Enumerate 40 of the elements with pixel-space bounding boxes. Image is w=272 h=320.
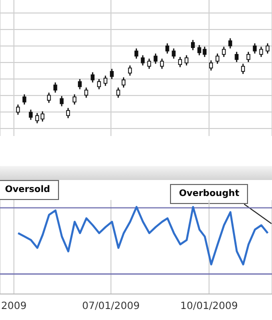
candlestick: [116, 86, 120, 98]
candlestick: [160, 58, 164, 70]
candlestick: [97, 78, 101, 90]
text: Overbought: [170, 184, 248, 204]
x-tick-label: 2009: [1, 301, 27, 312]
candlestick: [165, 42, 170, 54]
candlestick: [128, 64, 132, 76]
candlestick: [16, 104, 20, 116]
candlestick: [122, 76, 126, 88]
candlestick: [90, 72, 95, 84]
candlestick: [154, 52, 158, 64]
candlestick: [228, 38, 232, 50]
candlestick: [184, 54, 188, 66]
candlestick: [252, 42, 257, 54]
x-tick-label: 07/01/2009: [82, 301, 140, 312]
candlestick: [209, 60, 213, 72]
candlestick: [66, 107, 70, 119]
candlestick: [191, 39, 195, 51]
candlestick: [234, 51, 239, 63]
candlestick: [246, 51, 250, 63]
candlestick: [222, 46, 226, 58]
candlestick: [72, 94, 76, 106]
candlestick: [53, 82, 58, 94]
candlestick: [259, 46, 264, 58]
candlestick: [84, 86, 88, 98]
candlestick: [134, 48, 138, 60]
candlestick: [60, 95, 64, 107]
candlestick: [47, 92, 51, 104]
candlestick: [78, 78, 82, 90]
candlestick: [104, 75, 108, 86]
text: Oversold: [0, 180, 60, 200]
candlestick: [216, 52, 220, 64]
candlestick: [22, 94, 26, 106]
candlestick: [241, 63, 245, 75]
candlestick: [172, 48, 176, 60]
candlestick: [266, 42, 270, 54]
candlestick: [110, 68, 114, 80]
candlestick: [178, 56, 182, 68]
x-tick-label: 10/01/2009: [180, 301, 238, 312]
candlestick: [140, 54, 145, 66]
